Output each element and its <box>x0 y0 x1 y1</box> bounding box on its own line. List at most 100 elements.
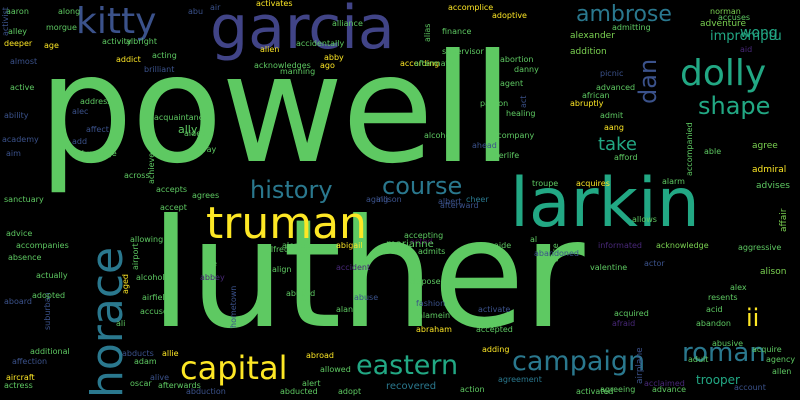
word: ability <box>4 111 29 120</box>
word: adding <box>482 345 510 354</box>
word: agent <box>500 79 524 88</box>
word: afterwards <box>158 381 201 390</box>
word: ii <box>746 304 760 332</box>
word: agreeing <box>600 385 636 394</box>
word: alliance <box>332 19 363 28</box>
word: advance <box>652 385 687 394</box>
word: sanctuary <box>4 195 44 204</box>
word: trooper <box>696 373 740 387</box>
word: affair <box>779 208 789 232</box>
word: add <box>72 137 88 146</box>
word: supervisor <box>442 47 484 56</box>
word: marianne <box>386 239 434 250</box>
word: adam <box>134 357 157 366</box>
word: acted <box>410 237 433 246</box>
word: alerted <box>282 241 311 250</box>
word: advantage <box>74 149 117 158</box>
word: agrees <box>192 191 220 200</box>
word: acquaintance <box>154 113 209 122</box>
word: addict <box>116 55 141 64</box>
word: resents <box>708 293 738 302</box>
word: accompany <box>488 131 535 140</box>
word: allows <box>632 215 657 224</box>
word: alley <box>8 27 28 36</box>
word: allie <box>162 349 179 358</box>
word: dispose <box>410 277 441 286</box>
word: action <box>460 385 485 394</box>
word: deeper <box>4 39 33 48</box>
word: activity <box>102 37 132 46</box>
word: agreement <box>498 375 542 384</box>
word: alarm <box>662 177 685 186</box>
word: address <box>80 97 112 106</box>
word: larkin <box>510 164 700 243</box>
word: academy <box>2 135 39 144</box>
word: norman <box>710 7 741 16</box>
word: history <box>250 176 333 204</box>
word: acid <box>706 305 723 314</box>
word: abuse <box>354 293 379 302</box>
word: alcoholic <box>136 273 172 282</box>
word: manning <box>280 67 316 76</box>
word: aboard <box>4 297 33 306</box>
word: cheer <box>466 195 489 204</box>
word: aggressive <box>738 243 782 252</box>
word: aging <box>366 195 389 204</box>
word: activated <box>576 387 614 396</box>
word: admits <box>418 247 446 256</box>
word: allen <box>772 367 792 376</box>
word: afford <box>614 153 638 162</box>
word: abortion <box>500 55 534 64</box>
word: afterlife <box>488 151 520 160</box>
word: informated <box>598 241 642 250</box>
word: impromptu <box>710 29 782 44</box>
word: according <box>400 59 440 68</box>
word: alamein <box>418 311 451 320</box>
word: ambrose <box>576 2 672 27</box>
word: dan <box>634 58 662 104</box>
word: brilliant <box>144 65 175 74</box>
word: admitting <box>612 23 651 32</box>
word: activates <box>256 0 293 8</box>
word: aid <box>740 45 753 54</box>
word: acquire <box>752 345 782 354</box>
word: roman <box>682 338 766 368</box>
word: troupe <box>532 179 559 188</box>
word: activate <box>478 305 511 314</box>
word: accused <box>140 307 173 316</box>
word: abused <box>286 289 316 298</box>
word: alexander <box>570 31 615 41</box>
word: acknowledges <box>254 61 311 70</box>
word: admit <box>600 111 624 120</box>
word: aang <box>604 123 624 132</box>
word: affect <box>86 125 109 134</box>
word: advises <box>756 181 790 191</box>
word: accepted <box>476 325 513 334</box>
word: alan <box>336 305 354 314</box>
word: capital <box>180 349 288 387</box>
word: align <box>272 265 292 274</box>
word: abbey <box>200 273 225 282</box>
word: finance <box>442 27 472 36</box>
word: airfield <box>142 293 170 302</box>
word: along <box>58 7 81 16</box>
word: african <box>582 91 610 100</box>
word: admiral <box>752 165 787 175</box>
word: advanced <box>596 83 636 92</box>
word: agree <box>752 141 778 151</box>
word: abraham <box>416 325 452 334</box>
word: abruptly <box>570 99 604 108</box>
word: fashion <box>416 299 446 308</box>
word: age <box>44 41 59 50</box>
word: active <box>10 83 35 92</box>
word: account <box>734 383 766 392</box>
word: accompanies <box>16 241 69 250</box>
word: aged <box>121 274 130 294</box>
word: alert <box>302 379 321 388</box>
word: ace <box>299 287 308 302</box>
word: adopt <box>338 387 362 396</box>
word: addition <box>570 47 607 57</box>
word: hometown <box>229 285 238 328</box>
word: al <box>530 235 538 244</box>
word: alias <box>423 23 432 42</box>
